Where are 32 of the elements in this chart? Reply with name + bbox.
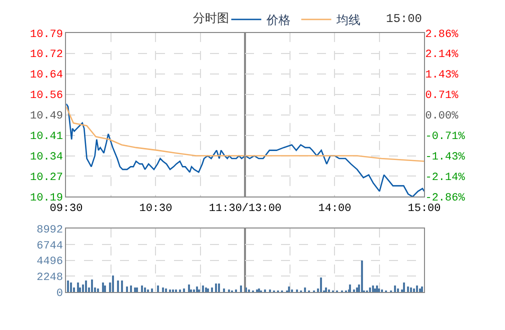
y-tick-label: 10.41 [30,131,64,144]
text: 15:00 [386,12,422,26]
text: -2.14% [425,172,465,184]
legend-label: 价格 [265,14,290,28]
text: 0.71% [425,90,458,102]
y-tick-label: 10.56 [30,90,64,102]
x-tick-label: 11:30/13:00 [208,202,282,215]
text: -1.43% [425,152,465,164]
y-tick-label: 10.64 [30,70,64,82]
text: -0.71% [425,131,465,144]
y-tick-label: 2248 [36,272,64,284]
text: 0.00% [425,110,458,123]
text: 2.86% [425,28,458,41]
y-tick-label: 0 [56,288,64,300]
text: 2.14% [425,49,458,62]
y-tick-label: 4496 [36,256,64,268]
text: -2.86% [425,192,465,205]
x-tick-label: 15:00 [408,202,441,215]
x-tick-label: 09:30 [50,202,83,215]
x-tick-label: 10:30 [139,202,172,215]
y-tick-label: 6744 [36,240,64,252]
legend-label: 均线 [335,14,360,28]
y-tick-label: 10.79 [30,28,64,41]
y-tick-label: 10.34 [30,152,64,164]
y-tick-label: 10.49 [30,110,64,123]
y-tick-label: 10.19 [30,192,64,205]
y-tick-label: 8992 [36,224,64,236]
chart-title: 分时图 [193,12,229,26]
x-tick-label: 14:00 [318,202,352,215]
y-tick-label: 10.72 [30,49,64,62]
y-tick-label: 10.27 [30,172,64,184]
text: 1.43% [425,70,458,82]
